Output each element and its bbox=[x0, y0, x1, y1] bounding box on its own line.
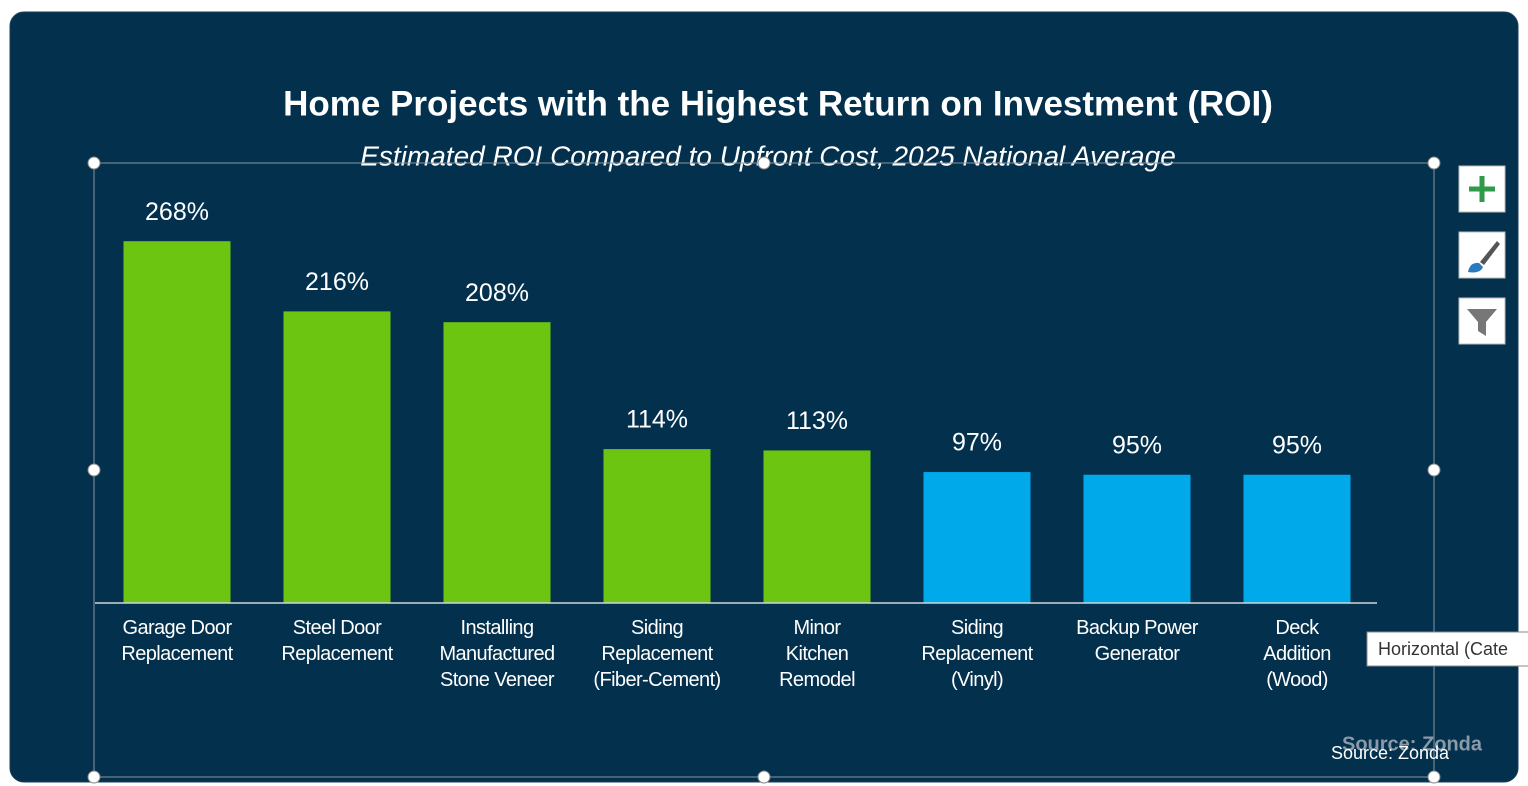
value-label: 268% bbox=[145, 198, 209, 226]
bar bbox=[1243, 474, 1351, 603]
plus-icon bbox=[1469, 176, 1495, 202]
brush-tip bbox=[1468, 262, 1483, 273]
x-tick-label: Steel Door Replacement bbox=[281, 617, 393, 665]
value-label: 113% bbox=[786, 407, 848, 435]
bar bbox=[283, 311, 391, 603]
value-label: 95% bbox=[1272, 431, 1322, 459]
resize-handle bbox=[1427, 463, 1441, 477]
x-tick-label: Backup Power Generator bbox=[1076, 617, 1199, 665]
resize-handle bbox=[87, 770, 101, 784]
chart-styles-button[interactable] bbox=[1458, 231, 1506, 279]
resize-handle bbox=[1427, 156, 1441, 170]
value-label: 216% bbox=[305, 268, 369, 296]
selection-frame bbox=[87, 156, 1441, 784]
x-tick-label: Minor Kitchen Remodel bbox=[779, 617, 855, 691]
x-tick-label: Garage Door Replacement bbox=[121, 617, 233, 665]
source: Source: Zonda bbox=[1331, 743, 1450, 763]
chart-filters-button[interactable] bbox=[1458, 297, 1506, 345]
value-label: 208% bbox=[465, 279, 529, 307]
x-tick-label: Deck Addition (Wood) bbox=[1263, 617, 1330, 691]
value-label: 95% bbox=[1112, 431, 1162, 459]
plot: 268% Garage Door Replacement 216% Steel Door… bbox=[95, 198, 1377, 691]
chart-title: Home Projects with the Highest Return on… bbox=[283, 84, 1273, 123]
bar bbox=[123, 241, 231, 603]
tooltip-box bbox=[1366, 631, 1528, 667]
x-tick-label: Siding Replacement (Fiber-Cement) bbox=[593, 617, 720, 691]
resize-handle bbox=[757, 770, 771, 784]
bar bbox=[1083, 474, 1191, 603]
resize-handle bbox=[1427, 770, 1441, 784]
brush-icon bbox=[1480, 241, 1500, 265]
resize-handle bbox=[757, 156, 771, 170]
button-bg[interactable] bbox=[1458, 231, 1506, 279]
bar bbox=[923, 472, 1031, 603]
resize-handle bbox=[87, 156, 101, 170]
x-tick-label: Installing Manufactured Stone Veneer bbox=[439, 617, 554, 691]
chart-area bbox=[9, 11, 1519, 783]
resize-handle bbox=[87, 463, 101, 477]
value-label: 97% bbox=[952, 429, 1002, 457]
filter-icon bbox=[1467, 309, 1497, 336]
bar bbox=[443, 322, 551, 603]
x-tick-label: Siding Replacement (Vinyl) bbox=[921, 617, 1033, 691]
bar bbox=[763, 450, 871, 603]
chart-elements-button[interactable] bbox=[1458, 165, 1506, 213]
value-label: 114% bbox=[626, 406, 688, 434]
source-ghost: Source: Zonda bbox=[1342, 733, 1483, 755]
tooltip: Horizontal (Cate bbox=[1378, 639, 1508, 659]
bar bbox=[603, 449, 711, 603]
